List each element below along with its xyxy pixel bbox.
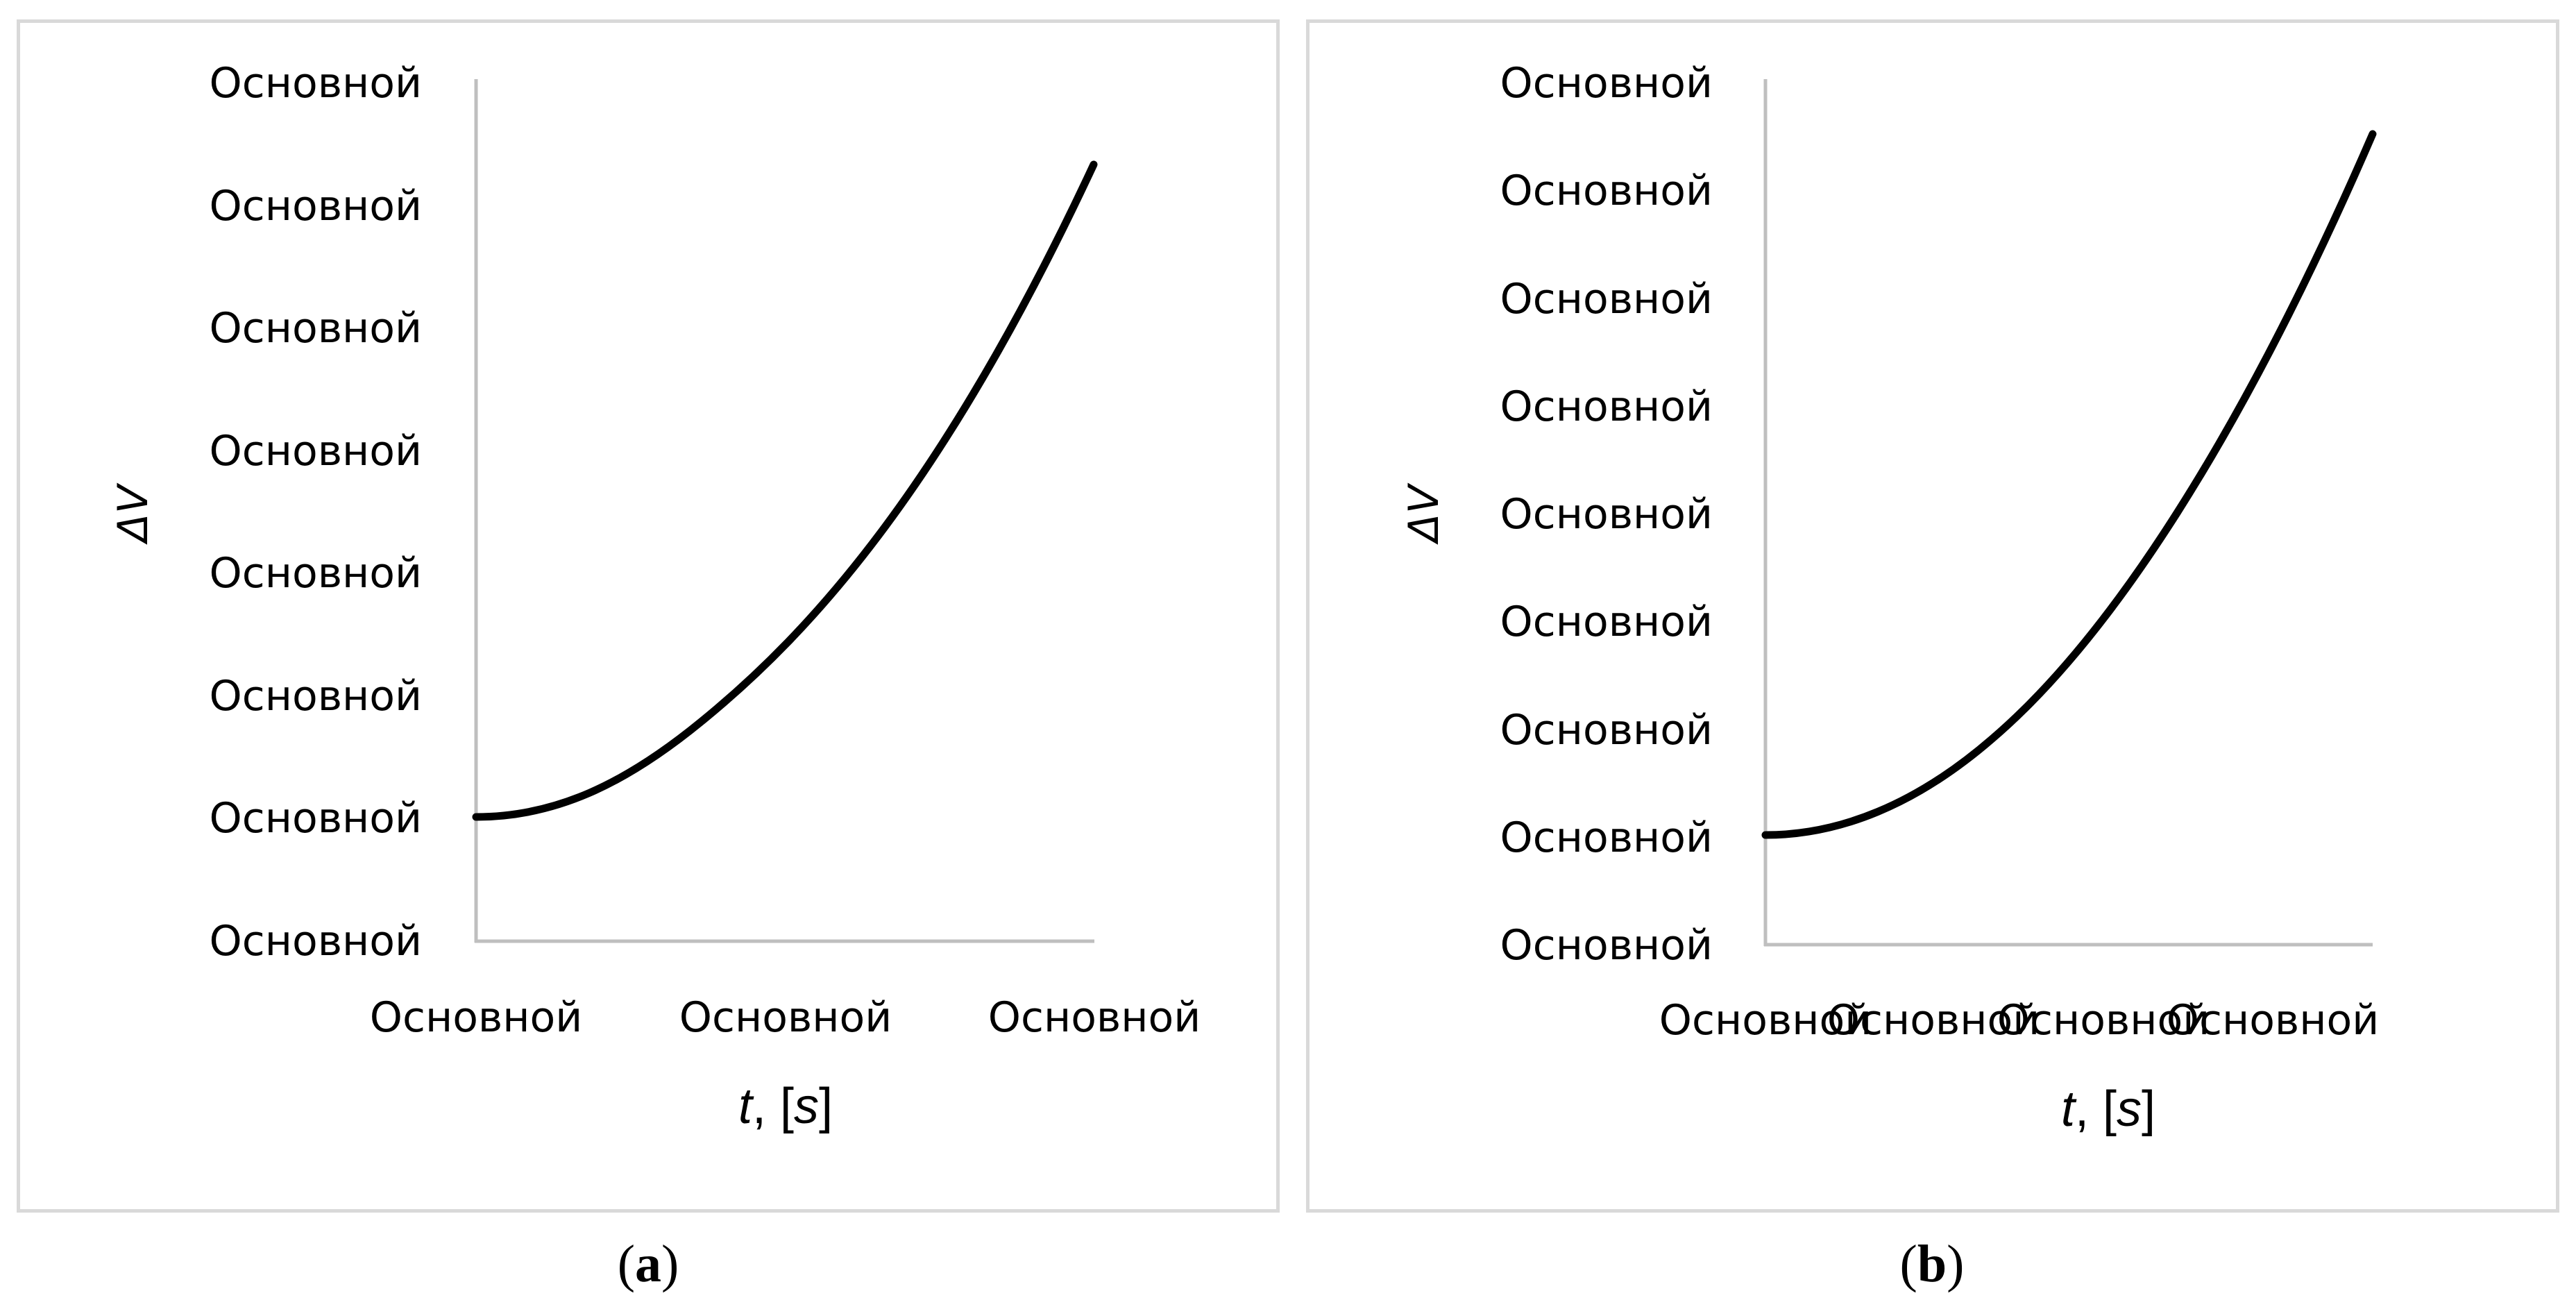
panel-b-curve <box>1761 130 2377 839</box>
y-tick-label: Основной <box>1500 167 1713 215</box>
x-tick-label: Основной <box>2167 996 2379 1045</box>
panel-a-x-tick-labels: Основной Основной Основной <box>370 993 1201 1042</box>
y-tick-label: Основной <box>210 549 422 598</box>
y-tick-label: Основной <box>210 59 422 108</box>
panel-b-x-axis-label: t, [s] <box>2061 1081 2155 1137</box>
y-tick-label: Основной <box>1500 706 1713 754</box>
y-tick-label: Основной <box>1500 382 1713 431</box>
y-tick-label: Основной <box>210 427 422 475</box>
panel-a-chart: Основной Основной Основной Основной Осно… <box>109 59 1201 1293</box>
y-tick-label: Основной <box>210 182 422 230</box>
y-tick-label: Основной <box>1500 921 1713 970</box>
x-tick-label: Основной <box>988 993 1201 1042</box>
panel-b-x-tick-labels: Основной Основной Основной Основной <box>1659 996 2379 1045</box>
panel-a-y-tick-labels: Основной Основной Основной Основной Осно… <box>210 59 422 966</box>
panel-a-x-axis-label: t, [s] <box>738 1079 833 1134</box>
x-tick-label: Основной <box>679 993 892 1042</box>
y-tick-label: Основной <box>210 794 422 843</box>
y-tick-label: Основной <box>1500 490 1713 539</box>
x-tick-label: Основной <box>1659 996 1872 1045</box>
panel-b-chart: Основной Основной Основной Основной Осно… <box>1400 59 2379 1293</box>
y-tick-label: Основной <box>1500 598 1713 646</box>
panel-a-curve <box>472 160 1098 821</box>
y-tick-label: Основной <box>1500 275 1713 323</box>
panel-b-frame <box>1306 19 2559 1213</box>
panel-b-y-axis-label: ΔV <box>1400 482 1448 545</box>
y-tick-label: Основной <box>210 672 422 720</box>
x-tick-label: Основной <box>1827 996 2040 1045</box>
y-tick-label: Основной <box>210 917 422 966</box>
panel-a-frame <box>17 19 1280 1213</box>
panel-b-caption: (b) <box>1900 1235 1965 1293</box>
x-tick-label: Основной <box>1997 996 2210 1045</box>
y-tick-label: Основной <box>210 304 422 353</box>
panel-a-y-axis-label: ΔV <box>109 482 158 545</box>
x-tick-label: Основной <box>370 993 582 1042</box>
panel-a-caption: (a) <box>618 1235 679 1293</box>
y-tick-label: Основной <box>1500 813 1713 862</box>
panel-b-y-tick-labels: Основной Основной Основной Основной Осно… <box>1500 59 1713 970</box>
y-tick-label: Основной <box>1500 59 1713 108</box>
